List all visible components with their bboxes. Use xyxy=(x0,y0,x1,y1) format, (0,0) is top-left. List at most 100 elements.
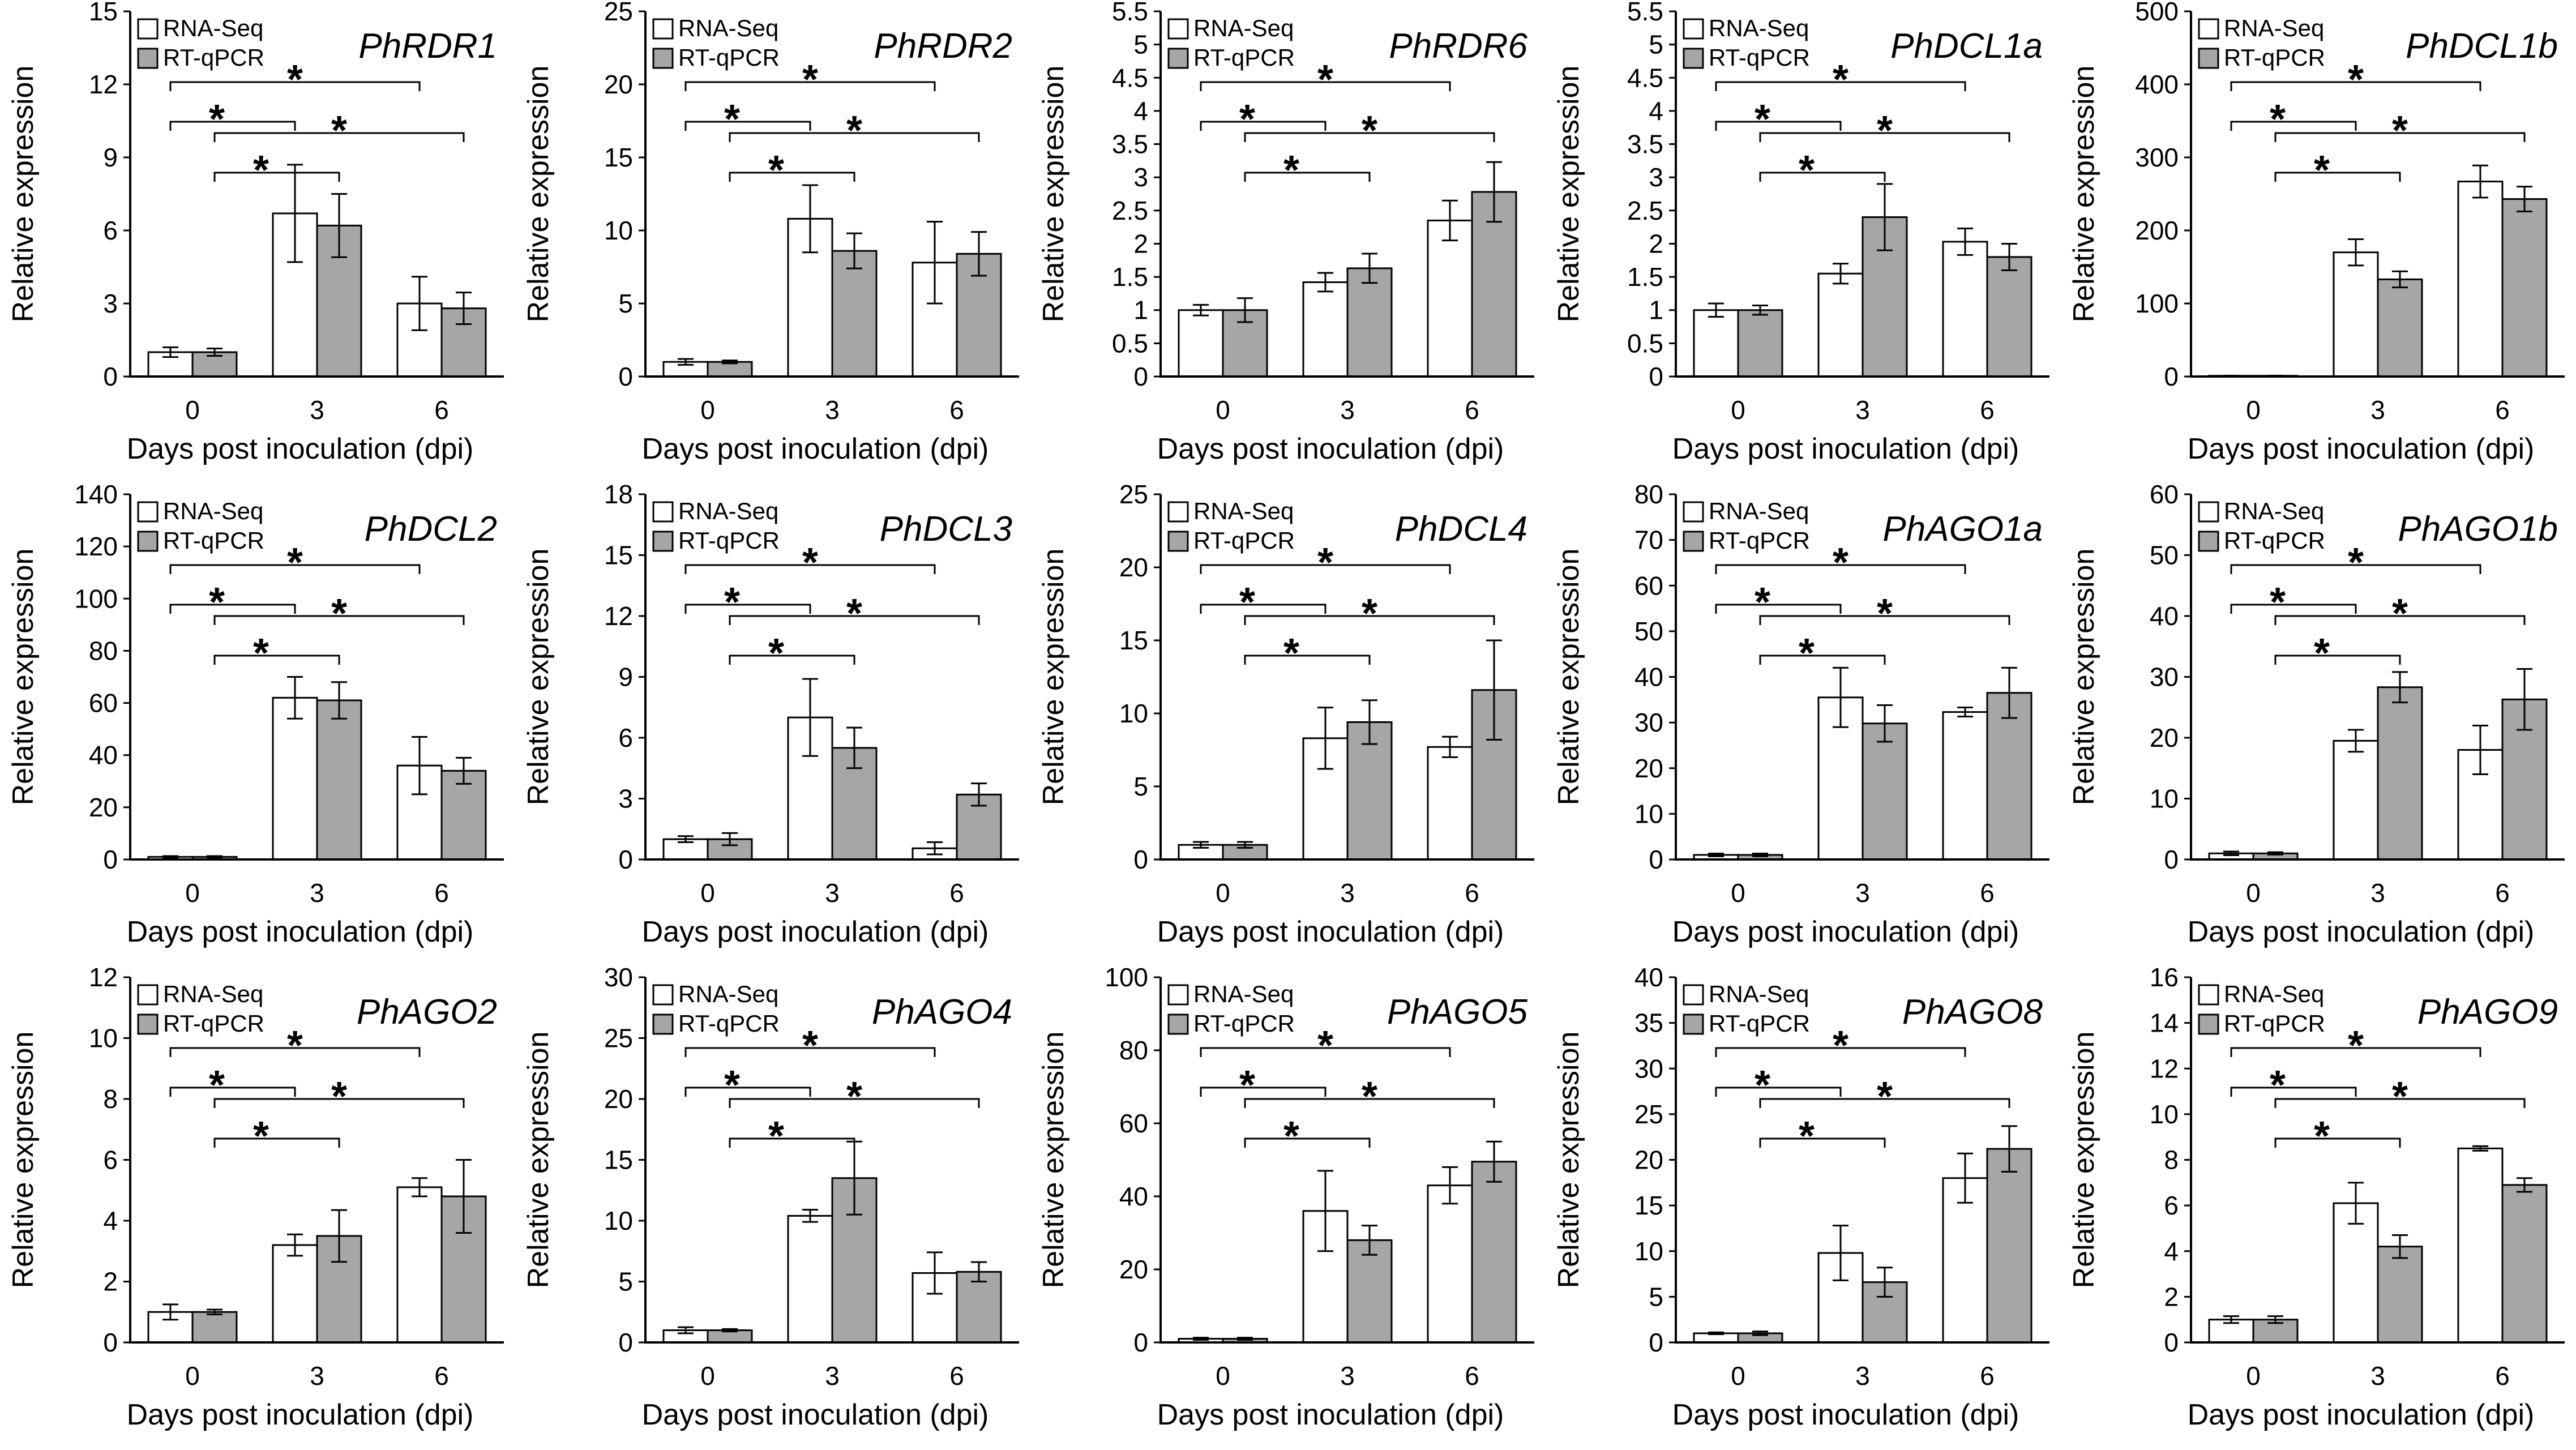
legend-label: RT-qPCR xyxy=(2224,44,2325,71)
y-tick-label: 0.5 xyxy=(1627,328,1663,358)
axes xyxy=(2190,494,2565,861)
significance-star: * xyxy=(2270,580,2286,625)
y-tick-label: 3 xyxy=(618,784,633,814)
y-tick-label: 15 xyxy=(1119,626,1148,655)
y-tick-label: 20 xyxy=(2150,723,2179,752)
significance-star: * xyxy=(1362,1074,1377,1119)
x-axis-title: Days post inoculation (dpi) xyxy=(127,433,474,465)
y-tick-label: 500 xyxy=(2135,0,2179,26)
legend-label: RNA-Seq xyxy=(163,981,263,1007)
y-tick-label: 15 xyxy=(604,541,633,570)
significance-star: * xyxy=(2314,1114,2330,1159)
bar-rt-qpcr xyxy=(1471,191,1517,378)
axes xyxy=(1675,11,2049,378)
significance-bracket xyxy=(2230,564,2481,574)
chart-svg: 0 20 40 60 80 100 120 140 0 3 6 Days post inoculati… xyxy=(7,480,504,948)
error-bar xyxy=(1957,227,1973,256)
error-bar xyxy=(2001,242,2017,271)
error-bar xyxy=(2517,668,2532,731)
error-bar xyxy=(1237,297,1253,323)
error-bar xyxy=(2392,1234,2408,1259)
error-bar xyxy=(1833,666,1848,728)
error-bar xyxy=(846,726,862,769)
error-bar xyxy=(287,164,303,263)
error-bar xyxy=(162,855,178,859)
chart-title: PhDCL3 xyxy=(880,510,1012,549)
x-tick-label: 6 xyxy=(1465,395,1479,425)
x-axis-title: Days post inoculation (dpi) xyxy=(642,433,989,465)
x-tick-label: 3 xyxy=(1855,395,1870,425)
error-bar xyxy=(1877,704,1893,743)
y-tick-label: 1 xyxy=(1133,296,1148,325)
y-tick-label: 10 xyxy=(604,1206,633,1235)
significance-star: * xyxy=(1283,631,1299,676)
legend-swatch xyxy=(652,984,674,1006)
y-axis-title: Relative expression xyxy=(522,1032,555,1289)
y-tick-label: 50 xyxy=(1634,617,1663,646)
significance-star: * xyxy=(2392,591,2408,636)
y-tick-label: 0 xyxy=(2164,362,2179,391)
significance-star: * xyxy=(1799,1114,1815,1159)
y-tick-label: 5 xyxy=(618,289,633,318)
significance-bracket xyxy=(1244,172,1371,182)
x-tick-label: 3 xyxy=(2370,878,2385,908)
significance-star: * xyxy=(2314,631,2330,676)
chart-title: PhAGO4 xyxy=(872,993,1012,1032)
significance-star: * xyxy=(1833,1023,1848,1068)
y-tick-label: 4 xyxy=(1649,96,1663,126)
chart-panel: 0 100 200 300 400 500 0 3 6 Days post inoculation… xyxy=(2061,0,2576,483)
x-tick-label: 0 xyxy=(2246,878,2261,908)
x-axis-title: Days post inoculation (dpi) xyxy=(127,916,474,948)
legend-label: RNA-Seq xyxy=(678,498,778,524)
error-bar xyxy=(456,756,472,785)
significance-star: * xyxy=(1317,57,1333,102)
bar-rna-seq xyxy=(1942,1177,1988,1344)
significance-bracket xyxy=(729,1098,980,1108)
significance-star: * xyxy=(209,580,225,625)
y-tick-label: 0 xyxy=(1133,845,1148,874)
chart-svg: 0 5 10 15 20 25 30 0 3 6 Days post inoculation (dp… xyxy=(522,963,1019,1431)
y-tick-label: 15 xyxy=(604,143,633,172)
y-tick-label: 3.5 xyxy=(1112,130,1148,159)
y-tick-label: 6 xyxy=(2164,1191,2179,1220)
significance-bracket xyxy=(169,1047,421,1057)
bar-rna-seq xyxy=(787,1214,833,1344)
error-bar xyxy=(2267,851,2283,856)
legend-swatch xyxy=(652,531,674,552)
x-tick-label: 6 xyxy=(434,878,449,908)
error-bar xyxy=(412,735,427,795)
error-bar xyxy=(2348,238,2364,267)
chart-svg: 0 10 20 30 40 50 60 70 80 0 3 6 Days post inoculatio… xyxy=(1552,480,2049,948)
error-bar xyxy=(722,1328,738,1333)
y-tick-label: 9 xyxy=(618,662,633,692)
y-tick-label: 80 xyxy=(1119,1036,1148,1065)
bar-rna-seq xyxy=(272,1244,318,1344)
error-bar xyxy=(1752,305,1768,316)
error-bar xyxy=(1362,1225,1377,1256)
x-tick-label: 0 xyxy=(1216,395,1230,425)
legend-label: RNA-Seq xyxy=(1709,15,1809,41)
error-bar xyxy=(162,1303,178,1321)
chart-title: PhDCL1a xyxy=(1890,27,2043,66)
x-axis-title: Days post inoculation (dpi) xyxy=(1672,1398,2019,1431)
bar-rna-seq xyxy=(2457,181,2504,378)
y-tick-label: 6 xyxy=(103,1145,118,1175)
bar-rna-seq xyxy=(1693,309,1739,378)
y-tick-label: 3 xyxy=(1649,162,1663,192)
significance-star: * xyxy=(2348,540,2364,585)
error-bar xyxy=(1317,272,1333,293)
y-tick-label: 6 xyxy=(103,216,118,245)
x-tick-label: 3 xyxy=(310,1361,324,1391)
legend-swatch xyxy=(652,18,674,40)
x-tick-label: 6 xyxy=(2495,878,2510,908)
axes xyxy=(1159,11,1534,378)
y-tick-label: 5 xyxy=(1649,30,1663,59)
legend-swatch xyxy=(2198,18,2219,40)
significance-bracket xyxy=(684,1087,811,1097)
legend-label: RT-qPCR xyxy=(1709,44,1810,71)
legend-label: RT-qPCR xyxy=(163,44,264,71)
bar-rt-qpcr xyxy=(2377,1246,2423,1344)
chart-svg: 0 20 40 60 80 100 0 3 6 Days post inoculation (dp… xyxy=(1037,963,1534,1431)
significance-star: * xyxy=(802,540,818,585)
